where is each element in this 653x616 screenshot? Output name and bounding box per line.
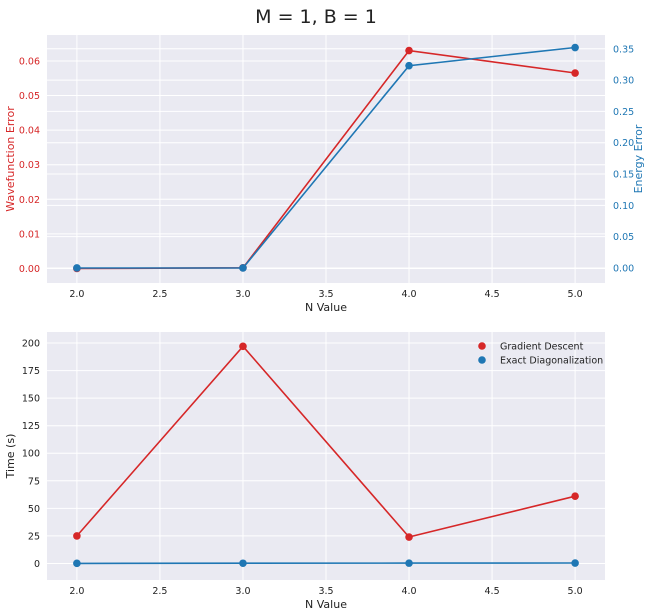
top-y-tick-label: 0.02	[19, 195, 40, 206]
top-series-blue-point	[239, 264, 247, 272]
top-y-tick-label: 0.03	[19, 160, 40, 171]
top-x-tick-label: 4.5	[485, 289, 500, 300]
bottom-legend-marker	[478, 342, 486, 350]
bottom-series-red-point	[73, 532, 81, 540]
bottom-y-tick-label: 200	[22, 339, 40, 350]
top-right-y-tick-label: 0.00	[613, 263, 634, 274]
top-x-tick-label: 2.5	[152, 289, 167, 300]
bottom-y-axis-label: Time (s)	[4, 434, 17, 480]
top-series-red-point	[405, 46, 413, 55]
top-right-y-tick-label: 0.05	[613, 232, 634, 243]
top-right-y-axis-label: Energy Error	[632, 124, 645, 193]
bottom-y-tick-label: 25	[28, 531, 40, 542]
top-right-y-tick-label: 0.20	[613, 138, 634, 149]
top-right-y-tick-label: 0.30	[613, 76, 634, 87]
bottom-y-tick-label: 150	[22, 394, 40, 405]
top-right-y-tick-label: 0.25	[613, 107, 634, 118]
bottom-series-red-point	[571, 492, 579, 501]
top-x-tick-label: 5.0	[568, 289, 583, 300]
bottom-x-tick-label: 3.5	[318, 586, 333, 597]
bottom-x-tick-label: 2.5	[152, 586, 167, 597]
top-x-tick-label: 3.0	[235, 289, 250, 300]
figure-title: M = 1, B = 1	[255, 6, 377, 28]
top-series-blue-line	[76, 46, 576, 269]
top-x-axis-label: N Value	[305, 301, 347, 314]
top-series-blue-point	[571, 43, 579, 52]
top-series-blue-point	[73, 264, 81, 272]
top-x-tick-label: 3.5	[318, 289, 333, 300]
bottom-legend-marker	[478, 356, 486, 364]
bottom-legend-label: Exact Diagonalization	[500, 356, 603, 367]
bottom-series-red-point	[239, 342, 247, 351]
top-y-tick-label: 0.05	[19, 91, 40, 102]
bottom-x-tick-label: 4.5	[485, 586, 500, 597]
bottom-x-tick-label: 2.0	[69, 586, 84, 597]
top-right-y-tick-label: 0.10	[613, 201, 634, 212]
bottom-x-axis-label: N Value	[305, 598, 347, 611]
bottom-y-tick-label: 100	[22, 449, 40, 460]
bottom-x-tick-label: 3.0	[235, 586, 250, 597]
top-x-tick-label: 2.0	[69, 289, 84, 300]
top-panel: 2.0 2.5 3.0 3.5 4.0 4.5 5.0 0.00 0.01 0.02 0.03 0.0…	[4, 35, 645, 314]
top-right-y-tick-label: 0.15	[613, 170, 634, 181]
bottom-series-red-line	[76, 345, 576, 538]
top-series-red-point	[571, 69, 579, 77]
top-series-blue-point	[405, 61, 413, 70]
bottom-legend-label: Gradient Descent	[500, 342, 584, 353]
top-y-tick-label: 0.01	[19, 229, 40, 240]
bottom-y-tick-label: 175	[22, 366, 40, 377]
bottom-x-tick-label: 5.0	[568, 586, 583, 597]
bottom-y-tick-label: 0	[34, 559, 40, 570]
bottom-series-blue-point	[405, 559, 413, 567]
bottom-series-blue-point	[239, 559, 247, 568]
bottom-series-blue-point	[571, 559, 579, 567]
bottom-x-tick-label: 4.0	[401, 586, 416, 597]
bottom-y-tick-label: 50	[28, 504, 40, 515]
bottom-series-blue-point	[73, 559, 81, 568]
bottom-y-tick-label: 75	[28, 476, 40, 487]
bottom-panel: 2.0 2.5 3.0 3.5 4.0 4.5 5.0 0 25 50 75 100 125 150 175…	[4, 332, 605, 611]
top-y-axis-label: Wavefunction Error	[4, 106, 17, 212]
top-y-tick-label: 0.00	[19, 264, 40, 275]
top-x-tick-label: 4.0	[401, 289, 416, 300]
top-y-tick-label: 0.04	[19, 126, 40, 137]
bottom-series-red-point	[405, 533, 413, 541]
top-right-y-tick-label: 0.35	[613, 44, 634, 55]
top-y-tick-label: 0.06	[19, 56, 40, 67]
bottom-y-tick-label: 125	[22, 421, 40, 432]
